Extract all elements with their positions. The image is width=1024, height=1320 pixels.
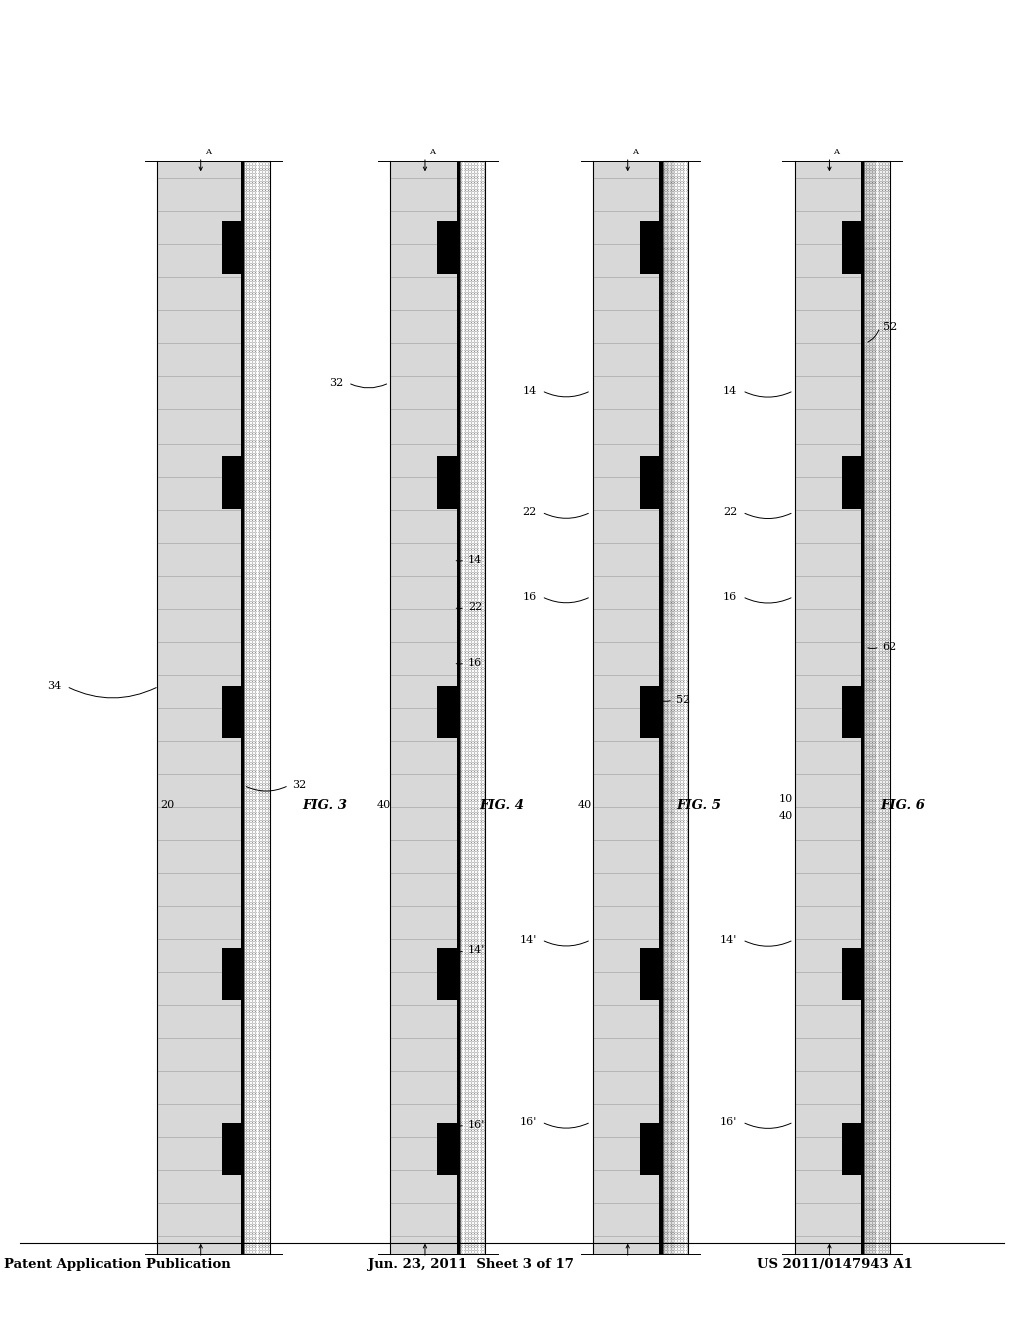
Bar [158, 161, 244, 1254]
Bar [864, 161, 890, 1254]
Text: 52: 52 [883, 322, 897, 333]
Bar [842, 685, 864, 738]
Text: A: A [429, 148, 435, 156]
Text: FIG. 5: FIG. 5 [676, 799, 721, 812]
Bar [245, 161, 270, 1254]
Text: Patent Application Publication: Patent Application Publication [4, 1258, 231, 1271]
Text: 22: 22 [723, 507, 737, 517]
Bar [460, 161, 485, 1254]
Bar [663, 161, 674, 1254]
Text: 16': 16' [468, 1119, 485, 1130]
Bar [593, 161, 663, 1254]
Text: 14: 14 [723, 385, 737, 396]
Bar [640, 457, 663, 508]
Text: 20: 20 [160, 800, 174, 810]
Text: 14': 14' [720, 935, 737, 945]
Text: 14': 14' [468, 945, 485, 956]
Bar [457, 161, 460, 1254]
Text: 16': 16' [519, 1117, 537, 1127]
Text: 40: 40 [778, 810, 793, 821]
Bar [864, 161, 876, 1254]
Bar [390, 161, 460, 1254]
Text: 52: 52 [676, 694, 690, 705]
Bar [222, 1123, 245, 1175]
Text: 14: 14 [522, 385, 537, 396]
Text: Jun. 23, 2011  Sheet 3 of 17: Jun. 23, 2011 Sheet 3 of 17 [368, 1258, 574, 1271]
Text: FIG. 3: FIG. 3 [302, 799, 347, 812]
Text: 16: 16 [723, 591, 737, 602]
Bar [663, 161, 688, 1254]
Bar [222, 457, 245, 508]
Bar [437, 948, 460, 1001]
Text: 14': 14' [519, 935, 537, 945]
Bar [861, 161, 864, 1254]
Bar [640, 685, 663, 738]
Bar [222, 222, 245, 273]
Text: 40: 40 [377, 800, 391, 810]
Bar [437, 685, 460, 738]
Text: 32: 32 [329, 378, 343, 388]
Bar [842, 1123, 864, 1175]
Bar [222, 948, 245, 1001]
Text: A: A [834, 148, 840, 156]
Text: 16': 16' [720, 1117, 737, 1127]
Text: A: A [632, 148, 638, 156]
Bar [222, 685, 245, 738]
Text: 22: 22 [468, 602, 482, 612]
Bar [842, 457, 864, 508]
Text: A: A [205, 148, 211, 156]
Text: US 2011/0147943 A1: US 2011/0147943 A1 [757, 1258, 912, 1271]
Text: 32: 32 [292, 780, 306, 791]
Text: 22: 22 [522, 507, 537, 517]
Text: 16: 16 [522, 591, 537, 602]
Bar [242, 161, 245, 1254]
Text: 14: 14 [468, 554, 482, 565]
Bar [877, 161, 889, 1254]
Bar [640, 1123, 663, 1175]
Text: 40: 40 [578, 800, 592, 810]
Bar [842, 948, 864, 1001]
Bar [795, 161, 864, 1254]
Text: 62: 62 [883, 642, 897, 652]
Text: 34: 34 [47, 681, 61, 692]
Bar [640, 948, 663, 1001]
Text: FIG. 6: FIG. 6 [881, 799, 926, 812]
Bar [437, 457, 460, 508]
Bar [437, 222, 460, 273]
Bar [659, 161, 663, 1254]
Text: 16: 16 [468, 657, 482, 668]
Bar [842, 222, 864, 273]
Bar [640, 222, 663, 273]
Text: 10: 10 [778, 793, 793, 804]
Bar [437, 1123, 460, 1175]
Text: FIG. 4: FIG. 4 [479, 799, 524, 812]
